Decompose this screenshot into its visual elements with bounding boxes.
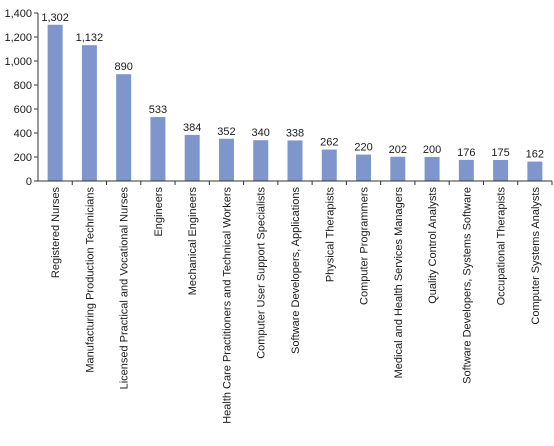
- y-tick-label: 600: [14, 104, 32, 116]
- bar: [150, 117, 166, 181]
- data-label: 533: [149, 104, 167, 116]
- bar: [390, 156, 406, 181]
- x-category-label: Licensed Practical and Vocational Nurses: [119, 187, 131, 390]
- x-category-label: Software Developers, Systems Software: [461, 187, 473, 384]
- x-axis: Registered Nurses Manufacturing Productio…: [38, 180, 553, 424]
- data-label: 890: [114, 61, 132, 73]
- data-label: 1,132: [76, 32, 104, 44]
- y-tick-label: 1,200: [4, 32, 32, 44]
- data-label: 200: [423, 144, 441, 156]
- bars: [47, 24, 543, 182]
- y-axis: 0 200 400 600 800 1,000 1,200 1,400: [4, 8, 39, 188]
- data-label: 262: [320, 137, 338, 149]
- x-category-label: Mechanical Engineers: [187, 187, 199, 296]
- bar: [493, 160, 509, 181]
- x-category-label: Computer Programmers: [359, 187, 371, 305]
- data-label: 176: [457, 147, 475, 159]
- bar: [527, 161, 543, 181]
- bar: [81, 45, 97, 181]
- y-tick-label: 800: [14, 80, 32, 92]
- bar: [116, 74, 132, 181]
- x-category-label: Health Care Practitioners and Technical …: [221, 187, 233, 424]
- bar: [287, 140, 303, 181]
- bar: [356, 154, 372, 181]
- data-label: 175: [491, 147, 509, 159]
- y-tick-label: 400: [14, 128, 32, 140]
- x-category-label: Manufacturing Production Technicians: [84, 187, 96, 373]
- bar: [321, 149, 337, 181]
- data-label: 340: [252, 127, 270, 139]
- x-category-label: Engineers: [153, 187, 165, 237]
- bar: [47, 24, 63, 182]
- data-labels: 1,302 1,132 890 533 384 352 340 338 262 220 202 200…: [41, 12, 544, 161]
- x-category-label: Medical and Health Services Managers: [393, 187, 405, 379]
- bar: [458, 159, 474, 181]
- x-category-label: Computer User Support Specialists: [256, 187, 268, 359]
- y-tick-label: 1,000: [4, 56, 32, 68]
- bar: [218, 138, 234, 181]
- x-category-label: Physical Therapists: [324, 187, 336, 283]
- data-label: 220: [354, 142, 372, 154]
- y-tick-label: 200: [14, 152, 32, 164]
- x-category-label: Quality Control Analysts: [427, 187, 439, 304]
- y-tick-label: 0: [26, 176, 32, 188]
- data-label: 202: [389, 144, 407, 156]
- bar: [424, 157, 440, 181]
- x-category-label: Software Developers, Applications: [290, 187, 302, 354]
- data-label: 1,302: [41, 12, 69, 24]
- x-category-label: Occupational Therapists: [496, 187, 508, 306]
- bar: [253, 140, 269, 181]
- data-label: 352: [217, 126, 235, 138]
- data-label: 384: [183, 122, 201, 134]
- data-label: 338: [286, 127, 304, 139]
- x-category-label: Computer Systems Analysts: [530, 187, 542, 325]
- bar: [184, 134, 200, 181]
- x-category-label: Registered Nurses: [50, 187, 62, 279]
- data-label: 162: [526, 149, 544, 161]
- y-tick-label: 1,400: [4, 8, 32, 20]
